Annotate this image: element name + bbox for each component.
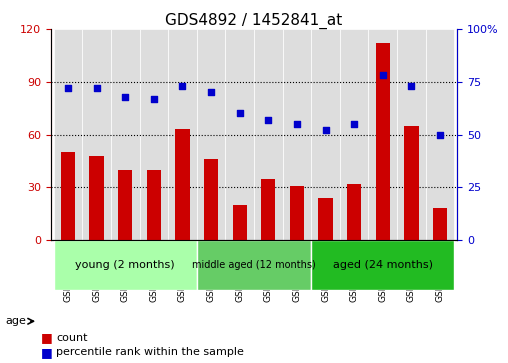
Point (379, 73, 387, 78)
FancyBboxPatch shape (311, 29, 340, 240)
Text: age: age (5, 316, 26, 326)
Point (207, 89, 215, 95)
Bar (347, 184, 361, 240)
FancyBboxPatch shape (168, 29, 197, 240)
FancyBboxPatch shape (82, 29, 111, 240)
Bar (261, 179, 275, 240)
Bar (233, 205, 247, 240)
FancyBboxPatch shape (340, 29, 368, 240)
Text: ■: ■ (41, 346, 52, 359)
Bar (433, 208, 447, 240)
FancyBboxPatch shape (368, 29, 397, 240)
Bar (147, 170, 161, 240)
FancyBboxPatch shape (140, 29, 168, 240)
FancyBboxPatch shape (226, 29, 254, 240)
Bar (89, 156, 104, 240)
Point (264, 117, 272, 123)
Bar (319, 198, 333, 240)
Point (150, 96, 158, 102)
Point (236, 111, 244, 117)
FancyBboxPatch shape (254, 29, 282, 240)
FancyBboxPatch shape (54, 29, 82, 240)
FancyBboxPatch shape (311, 240, 454, 290)
Bar (204, 159, 218, 240)
Point (121, 94, 129, 99)
FancyBboxPatch shape (197, 29, 226, 240)
FancyBboxPatch shape (111, 29, 140, 240)
Text: count: count (56, 333, 87, 343)
Text: ■: ■ (41, 331, 52, 344)
Bar (118, 170, 133, 240)
FancyBboxPatch shape (397, 29, 426, 240)
Text: GDS4892 / 1452841_at: GDS4892 / 1452841_at (166, 13, 342, 29)
Point (322, 127, 330, 133)
Point (407, 83, 416, 89)
Point (92, 85, 101, 91)
FancyBboxPatch shape (282, 29, 311, 240)
Point (64, 85, 72, 91)
Point (178, 83, 186, 89)
FancyBboxPatch shape (197, 240, 311, 290)
Text: percentile rank within the sample: percentile rank within the sample (56, 347, 244, 357)
Text: middle aged (12 months): middle aged (12 months) (192, 260, 316, 270)
Bar (175, 129, 189, 240)
Text: aged (24 months): aged (24 months) (333, 260, 433, 270)
Point (350, 121, 358, 127)
Bar (61, 152, 75, 240)
Text: young (2 months): young (2 months) (75, 260, 175, 270)
FancyBboxPatch shape (54, 240, 197, 290)
Bar (404, 126, 419, 240)
Bar (290, 185, 304, 240)
Point (293, 121, 301, 127)
Point (436, 132, 444, 138)
Bar (375, 43, 390, 240)
FancyBboxPatch shape (426, 29, 454, 240)
